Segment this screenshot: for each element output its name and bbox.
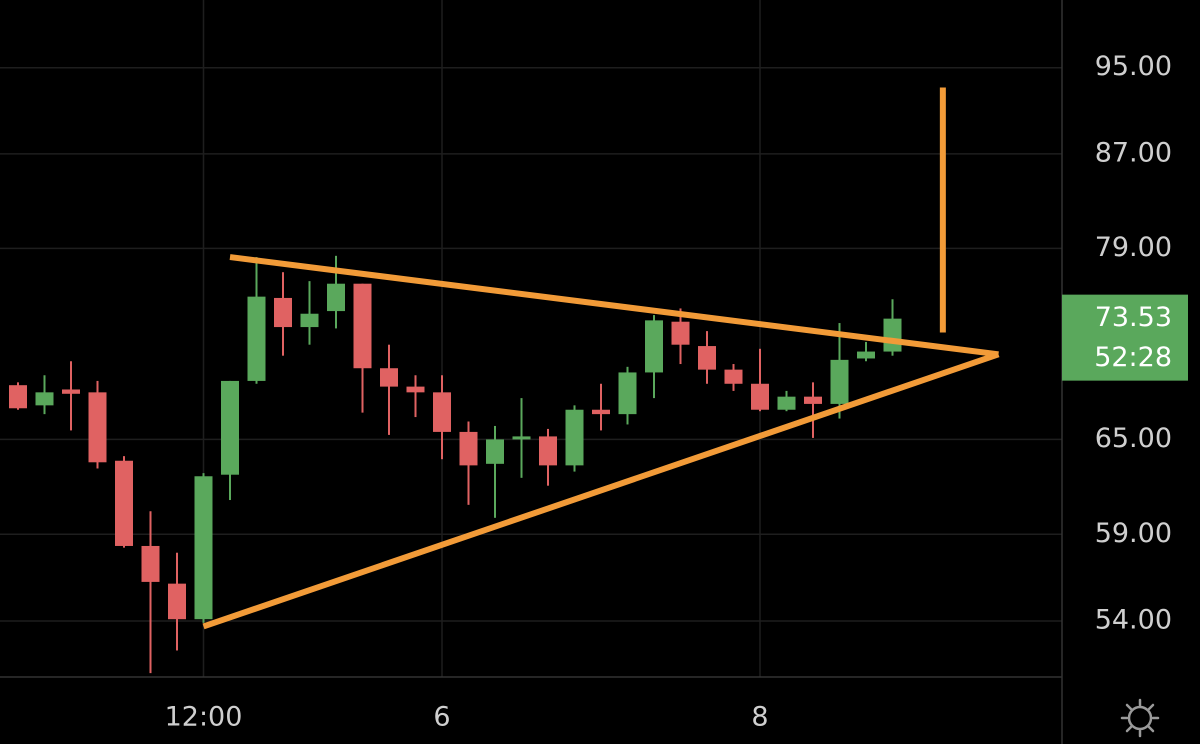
last-price-box xyxy=(1062,294,1188,381)
candle-body xyxy=(539,436,557,466)
y-tick-label: 54.00 xyxy=(1095,605,1172,636)
candle-body xyxy=(221,380,239,475)
candle-body xyxy=(115,460,133,546)
countdown-label: 52:28 xyxy=(1094,342,1172,373)
y-tick-label: 95.00 xyxy=(1095,51,1172,82)
x-tick-label: 8 xyxy=(751,702,768,733)
candle-body xyxy=(698,346,716,370)
candle-body xyxy=(141,545,160,582)
candle-body xyxy=(168,583,186,620)
candle-body xyxy=(433,392,451,432)
trend-line xyxy=(229,254,999,358)
x-tick-label: 6 xyxy=(433,702,450,733)
y-tick-label: 79.00 xyxy=(1095,232,1172,263)
last-price-label: 73.53 xyxy=(1095,302,1172,333)
candle-body xyxy=(62,389,80,394)
candle-body xyxy=(274,297,292,328)
candle-body xyxy=(247,296,266,381)
candle-body xyxy=(857,351,875,359)
candle-body xyxy=(724,369,743,384)
trend-line xyxy=(202,351,1000,630)
candle-body xyxy=(883,318,902,352)
candle-body xyxy=(592,409,610,415)
candle-body xyxy=(194,476,213,620)
candle-body xyxy=(353,283,372,369)
candle-body xyxy=(618,372,637,415)
y-tick-label: 87.00 xyxy=(1095,137,1172,168)
candle-body xyxy=(35,392,54,406)
candle-body xyxy=(459,431,478,466)
candle-body xyxy=(9,385,27,409)
candle-body xyxy=(671,321,690,345)
candle-body xyxy=(300,313,319,328)
candle-body xyxy=(565,409,584,466)
candle-body xyxy=(380,368,398,387)
axes: 54.00 59.00 65.00 79.00 87.00 95.00 12:00 6 8 73.… xyxy=(165,51,1188,733)
gear-ring xyxy=(1127,705,1153,731)
candle-body xyxy=(645,320,663,373)
settings-icon[interactable] xyxy=(1120,698,1160,738)
x-tick-label: 12:00 xyxy=(165,702,243,733)
y-tick-label: 65.00 xyxy=(1095,423,1172,454)
plot-area xyxy=(9,87,1000,674)
grid xyxy=(0,0,1062,677)
candle-body xyxy=(486,439,504,464)
candle-body xyxy=(406,386,425,393)
candle-body xyxy=(88,392,107,463)
y-tick-label: 59.00 xyxy=(1095,518,1172,549)
candle-body xyxy=(327,283,345,312)
candle-body xyxy=(804,396,822,404)
candle-body xyxy=(777,396,796,410)
candle-body xyxy=(830,359,849,404)
gear-teeth xyxy=(1120,698,1160,738)
candle-body xyxy=(512,436,531,440)
candle-body xyxy=(751,383,769,410)
